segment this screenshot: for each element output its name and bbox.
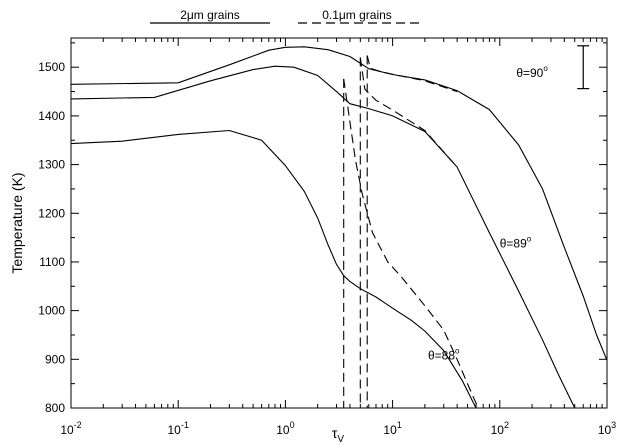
dashed-series-line — [343, 78, 481, 409]
x-tick-label: 10-2 — [60, 420, 81, 437]
curve-annotation: θ=90o — [516, 64, 548, 80]
legend-solid-label: 2μm grains — [180, 8, 240, 22]
y-tick-label: 1400 — [38, 109, 65, 123]
y-tick-label: 900 — [45, 352, 65, 366]
solid-series-line — [70, 65, 576, 409]
curve-annotation: θ=88o — [428, 346, 460, 362]
x-tick-label: 100 — [276, 420, 294, 437]
error-bar — [577, 45, 590, 90]
y-tick-label: 1500 — [38, 60, 65, 74]
y-axis-label: Temperature (K) — [9, 172, 25, 273]
y-tick-label: 800 — [45, 401, 65, 415]
x-tick-label: 10-1 — [168, 420, 189, 437]
x-axis-label-sub: V — [337, 434, 344, 445]
plot-frame — [70, 37, 608, 409]
x-axis-label: τV — [332, 425, 345, 445]
legend-dashed-label: 0.1μm grains — [322, 8, 392, 22]
solid-series-line — [70, 129, 477, 409]
curve-annotation: θ=89o — [500, 234, 532, 250]
y-tick-label: 1100 — [39, 255, 65, 269]
y-tick-label: 1300 — [38, 158, 65, 172]
dashed-series-line — [366, 55, 458, 93]
y-tick-label: 1000 — [38, 304, 65, 318]
x-tick-label: 101 — [383, 420, 401, 437]
x-tick-label: 102 — [491, 420, 509, 437]
y-tick-label: 1200 — [38, 206, 65, 220]
dashed-series-line — [359, 57, 458, 168]
x-tick-label: 103 — [598, 420, 616, 437]
x-axis-label-main: τ — [332, 425, 338, 441]
